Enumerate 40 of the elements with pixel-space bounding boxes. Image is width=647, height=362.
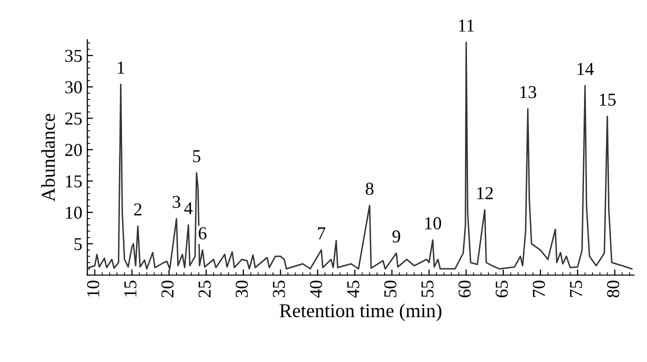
- annotation: 3: [172, 196, 180, 208]
- x-tick-label: 45: [347, 280, 360, 298]
- annotation: 13: [520, 86, 536, 98]
- x-axis-title: Retention time (min): [280, 304, 442, 322]
- y-tick-label: 30: [65, 81, 82, 94]
- annotation: 7: [318, 227, 326, 240]
- y-tick-label: 25: [65, 112, 82, 125]
- line-series: [88, 42, 633, 270]
- annotation: 5: [193, 150, 200, 162]
- annotation: 2: [134, 203, 142, 216]
- annotation: 12: [477, 187, 493, 200]
- annotation: 1: [118, 62, 124, 74]
- y-tick-label: 20: [65, 144, 82, 156]
- annotation: 15: [600, 94, 616, 106]
- x-tick-label: 10: [87, 280, 100, 296]
- y-tick-label: 15: [66, 175, 82, 188]
- y-tick-label: 10: [66, 206, 82, 219]
- x-tick-label: 35: [272, 280, 285, 298]
- x-tick-label: 15: [124, 280, 136, 296]
- x-tick-label: 65: [496, 280, 508, 298]
- x-tick-label: 75: [570, 280, 582, 297]
- annotation: 11: [459, 20, 474, 32]
- annotation: 8: [366, 182, 374, 195]
- annotation: 14: [578, 62, 594, 75]
- y-tick-label: 5: [74, 238, 82, 250]
- annotation: 4: [184, 202, 193, 214]
- y-axis-title: Abundance: [41, 114, 55, 202]
- x-tick-label: 60: [458, 280, 471, 298]
- y-tick-label: 35: [65, 50, 82, 62]
- annotation: 10: [425, 217, 442, 230]
- x-tick-label: 70: [532, 280, 545, 297]
- x-tick-label: 30: [236, 280, 248, 298]
- x-tick-label: 55: [422, 280, 434, 297]
- x-tick-label: 20: [161, 280, 174, 298]
- annotation: 6: [198, 227, 206, 240]
- x-tick-label: 25: [198, 280, 211, 298]
- x-tick-label: 40: [310, 280, 322, 298]
- annotation: 9: [392, 230, 400, 243]
- x-tick-label: 80: [607, 280, 620, 298]
- x-tick-label: 50: [384, 280, 396, 297]
